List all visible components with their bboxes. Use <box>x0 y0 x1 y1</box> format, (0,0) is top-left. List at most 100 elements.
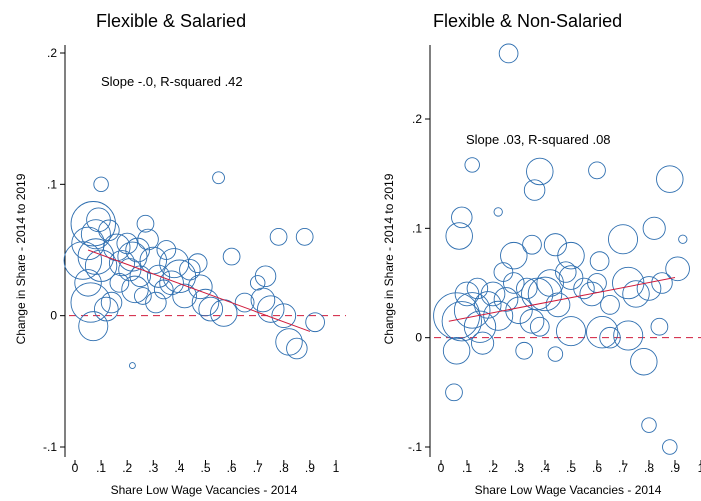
data-bubble <box>445 383 463 402</box>
data-bubble <box>71 226 105 261</box>
data-bubble <box>98 219 120 242</box>
data-bubble <box>295 228 314 246</box>
data-bubble <box>212 171 225 185</box>
data-bubble <box>159 248 190 279</box>
data-bubble <box>556 316 586 347</box>
data-bubble <box>523 179 546 201</box>
data-bubble <box>493 262 514 282</box>
data-bubble <box>129 362 136 369</box>
x-tick-label: .6 <box>227 461 237 475</box>
data-bubble <box>527 276 563 312</box>
data-bubble <box>650 317 669 336</box>
data-bubble <box>74 269 102 297</box>
data-bubble <box>137 228 159 251</box>
x-tick-label: .7 <box>618 461 628 475</box>
y-tick-label: .1 <box>47 177 57 191</box>
data-bubble <box>146 264 171 288</box>
x-tick-label: .7 <box>253 461 263 475</box>
data-bubble <box>156 240 177 260</box>
data-bubble <box>588 161 606 180</box>
data-bubble <box>234 292 255 313</box>
data-bubble <box>269 228 288 246</box>
x-tick-label: .6 <box>592 461 602 475</box>
data-bubble <box>93 176 109 193</box>
data-bubble <box>441 301 482 342</box>
data-bubble <box>463 310 497 343</box>
data-bubble <box>70 201 116 247</box>
data-bubble <box>474 291 502 319</box>
y-tick-label: .1 <box>412 221 422 235</box>
x-tick-label: .5 <box>566 461 576 475</box>
data-bubble <box>145 291 167 314</box>
data-bubble <box>250 287 276 313</box>
data-bubble <box>222 247 241 266</box>
data-bubble <box>254 265 277 288</box>
data-bubble <box>498 43 519 64</box>
data-bubble <box>454 281 480 307</box>
data-bubble <box>179 258 201 281</box>
data-bubble <box>136 214 155 233</box>
panel-flexible-non-salaried: Flexible & Non-Salaried Slope .03, R-squ… <box>382 11 701 497</box>
data-bubble <box>305 312 325 333</box>
data-bubble <box>651 272 673 294</box>
x-tick-label: .1 <box>96 461 106 475</box>
fit-line <box>87 249 311 332</box>
data-bubble <box>464 157 480 173</box>
data-bubble <box>271 303 297 328</box>
data-bubble <box>493 207 503 217</box>
data-bubble <box>545 292 571 318</box>
data-bubble <box>558 265 584 290</box>
x-tick-label: 1 <box>698 461 701 475</box>
x-tick-label: .3 <box>148 461 158 475</box>
data-bubble <box>77 238 115 275</box>
data-bubble <box>665 256 690 282</box>
panel-title: Flexible & Salaried <box>96 11 246 31</box>
x-tick-label: 1 <box>333 461 340 475</box>
x-tick-label: .4 <box>540 461 550 475</box>
data-bubble <box>198 296 224 322</box>
data-bubble <box>116 232 138 255</box>
y-tick-label: .2 <box>47 46 57 60</box>
y-axis-label: Change in Share - 2014 to 2019 <box>382 173 396 344</box>
data-bubble <box>109 272 130 293</box>
data-bubble <box>191 288 220 317</box>
x-tick-label: .2 <box>488 461 498 475</box>
data-bubble <box>453 292 491 329</box>
x-tick-label: .2 <box>122 461 132 475</box>
data-bubble <box>543 233 567 257</box>
data-bubble <box>557 241 585 270</box>
data-bubble <box>642 216 666 240</box>
data-bubble <box>442 337 471 365</box>
data-bubble <box>515 341 534 360</box>
data-bubble <box>500 241 528 270</box>
data-bubble <box>589 251 610 271</box>
data-bubble <box>662 439 678 455</box>
y-tick-label: -.1 <box>408 440 422 454</box>
x-tick-label: 0 <box>72 461 79 475</box>
data-bubble <box>600 295 620 315</box>
y-tick-label: 0 <box>50 309 57 323</box>
data-bubble <box>636 276 662 301</box>
data-bubble <box>641 417 657 433</box>
data-bubble <box>172 283 197 309</box>
fit-annotation: Slope -.0, R-squared .42 <box>101 74 243 89</box>
data-bubble <box>471 331 495 355</box>
x-tick-label: .1 <box>462 461 472 475</box>
data-bubble <box>187 253 208 273</box>
data-bubble <box>451 206 473 229</box>
data-bubble <box>630 347 658 376</box>
data-bubble <box>100 291 123 314</box>
x-tick-label: .9 <box>670 461 680 475</box>
x-axis-label: Share Low Wage Vacancies - 2014 <box>111 483 298 497</box>
data-bubble <box>586 316 619 349</box>
data-bubble <box>516 277 538 300</box>
fit-line <box>448 277 676 322</box>
x-tick-label: 0 <box>438 461 445 475</box>
panel-title: Flexible & Non-Salaried <box>433 11 622 31</box>
x-axis-label: Share Low Wage Vacancies - 2014 <box>475 483 662 497</box>
data-bubble <box>519 308 545 334</box>
data-bubble <box>80 219 111 250</box>
y-tick-label: 0 <box>415 331 422 345</box>
data-bubble <box>108 250 136 277</box>
